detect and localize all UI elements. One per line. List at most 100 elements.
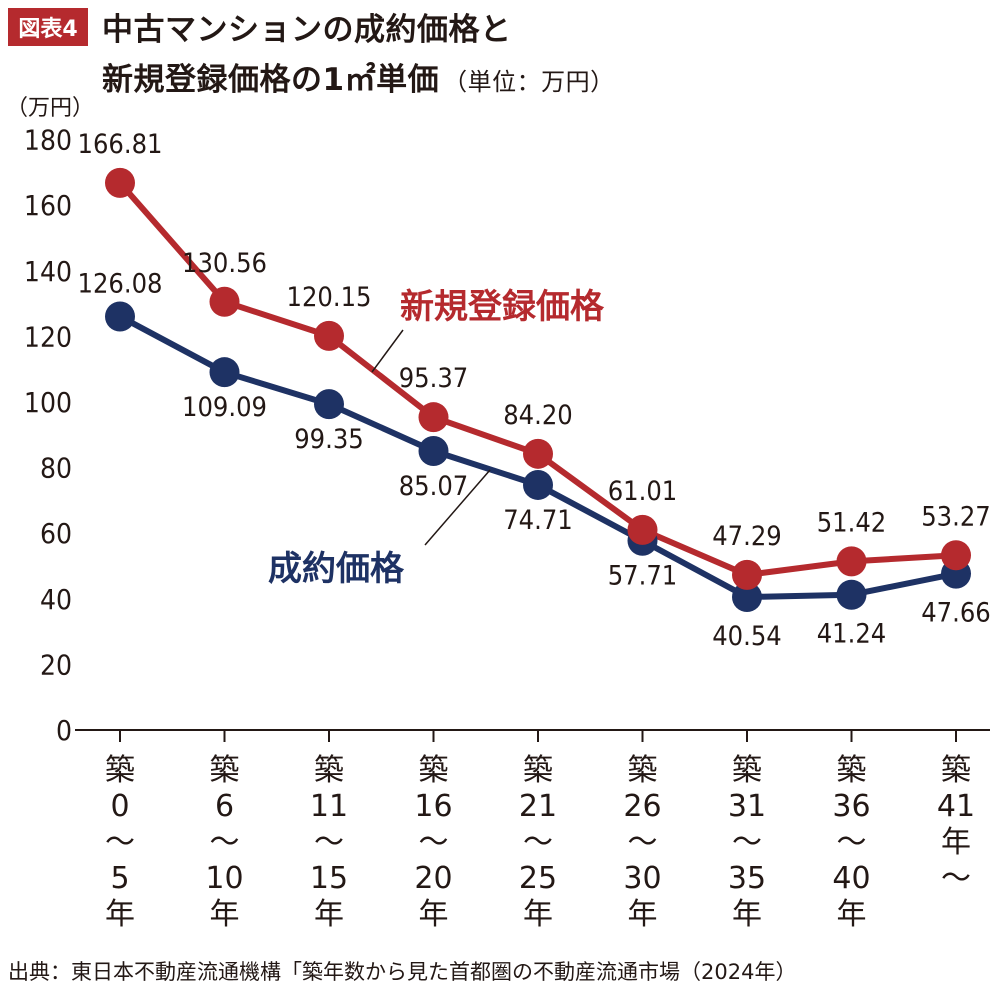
x-tick-label: ～ bbox=[941, 861, 971, 896]
y-tick-label: 60 bbox=[40, 517, 72, 550]
data-point-contract bbox=[418, 435, 449, 466]
x-tick-label: ～ bbox=[419, 825, 449, 860]
data-point-new-listing bbox=[627, 514, 658, 545]
x-tick-label: 26 bbox=[623, 789, 661, 824]
x-tick-label: ～ bbox=[628, 825, 658, 860]
data-label-new-listing: 120.15 bbox=[287, 282, 372, 313]
y-tick-label: 40 bbox=[40, 583, 72, 616]
y-tick-label: 180 bbox=[24, 124, 72, 157]
x-tick-label: ～ bbox=[732, 825, 762, 860]
leader-line-new-listing bbox=[371, 329, 404, 373]
y-tick-label: 120 bbox=[24, 320, 72, 353]
x-tick-label: 31 bbox=[728, 789, 766, 824]
data-point-contract bbox=[209, 357, 240, 388]
data-point-contract bbox=[836, 579, 867, 610]
x-tick-label: 40 bbox=[832, 861, 870, 896]
data-point-contract bbox=[523, 469, 553, 500]
data-point-new-listing bbox=[209, 286, 240, 317]
x-tick-label: 築 bbox=[314, 753, 344, 788]
unit-note: （単位：万円） bbox=[443, 68, 615, 96]
y-tick-label: 140 bbox=[24, 255, 72, 288]
x-tick-label: 36 bbox=[832, 789, 870, 824]
x-tick-label: 30 bbox=[623, 861, 661, 896]
x-tick-label: 築 bbox=[837, 753, 867, 788]
y-tick-label: 100 bbox=[24, 386, 72, 419]
data-label-contract: 126.08 bbox=[78, 268, 163, 299]
data-label-new-listing: 47.29 bbox=[712, 521, 782, 552]
x-tick-label: 築 bbox=[732, 753, 762, 788]
x-tick-label: 35 bbox=[728, 861, 766, 896]
data-label-new-listing: 61.01 bbox=[608, 476, 678, 507]
x-tick-label: 年 bbox=[941, 825, 971, 860]
data-label-new-listing: 95.37 bbox=[399, 363, 469, 394]
x-tick-label: ～ bbox=[105, 825, 135, 860]
data-point-new-listing bbox=[418, 402, 449, 433]
x-tick-label: 築 bbox=[105, 753, 135, 788]
y-axis-unit: （万円） bbox=[6, 96, 95, 121]
data-point-contract bbox=[314, 389, 344, 420]
data-label-contract: 99.35 bbox=[294, 424, 364, 455]
data-point-new-listing bbox=[836, 546, 867, 577]
leader-line-contract bbox=[424, 469, 491, 546]
data-label-contract: 85.07 bbox=[399, 471, 469, 502]
data-label-new-listing: 51.42 bbox=[817, 507, 887, 538]
data-point-new-listing bbox=[732, 559, 762, 590]
data-label-contract: 74.71 bbox=[503, 505, 573, 536]
chart-title-line1: 中古マンションの成約価格と bbox=[102, 12, 512, 48]
x-tick-label: 5 bbox=[110, 861, 129, 896]
x-tick-label: 25 bbox=[519, 861, 557, 896]
x-tick-label: 年 bbox=[837, 897, 867, 932]
x-tick-label: ～ bbox=[837, 825, 867, 860]
series-label-new-listing: 新規登録価格 bbox=[400, 287, 605, 327]
x-tick-label: ～ bbox=[210, 825, 240, 860]
x-tick-label: ～ bbox=[314, 825, 344, 860]
x-tick-label: 41 bbox=[937, 789, 975, 824]
y-tick-label: 80 bbox=[40, 452, 72, 485]
x-tick-label: 年 bbox=[628, 897, 658, 932]
data-label-new-listing: 84.20 bbox=[503, 400, 573, 431]
x-tick-label: 築 bbox=[210, 753, 240, 788]
x-tick-label: 築 bbox=[628, 753, 658, 788]
x-tick-label: 6 bbox=[215, 789, 234, 824]
x-tick-label: 年 bbox=[105, 897, 135, 932]
y-tick-label: 20 bbox=[40, 648, 72, 681]
data-label-contract: 109.09 bbox=[182, 392, 267, 423]
data-point-contract bbox=[732, 582, 762, 613]
data-label-contract: 40.54 bbox=[712, 621, 782, 652]
data-point-new-listing bbox=[941, 540, 971, 571]
data-label-new-listing: 166.81 bbox=[78, 129, 163, 160]
data-label-contract: 41.24 bbox=[817, 619, 887, 650]
x-tick-label: 築 bbox=[419, 753, 449, 788]
y-tick-label: 0 bbox=[56, 714, 72, 747]
y-tick-label: 160 bbox=[24, 189, 72, 222]
x-tick-label: ～ bbox=[523, 825, 553, 860]
data-label-contract: 57.71 bbox=[608, 561, 678, 592]
chart-title-line2-text: 新規登録価格の1㎡単価 bbox=[102, 62, 440, 98]
source-note: 出典：東日本不動産流通機構「築年数から見た首都圏の不動産流通市場（2024年） bbox=[8, 960, 797, 984]
x-tick-label: 20 bbox=[414, 861, 452, 896]
data-label-new-listing: 53.27 bbox=[921, 501, 991, 532]
x-tick-label: 築 bbox=[941, 753, 971, 788]
x-tick-label: 年 bbox=[419, 897, 449, 932]
x-tick-label: 年 bbox=[210, 897, 240, 932]
x-tick-label: 年 bbox=[732, 897, 762, 932]
data-label-new-listing: 130.56 bbox=[182, 248, 267, 279]
data-point-new-listing bbox=[523, 438, 553, 469]
x-tick-label: 15 bbox=[310, 861, 348, 896]
x-tick-label: 0 bbox=[110, 789, 129, 824]
series-label-contract: 成約価格 bbox=[268, 549, 405, 589]
x-tick-label: 16 bbox=[414, 789, 452, 824]
x-tick-label: 11 bbox=[310, 789, 348, 824]
data-label-contract: 47.66 bbox=[921, 598, 991, 629]
x-tick-label: 年 bbox=[523, 897, 553, 932]
data-point-new-listing bbox=[314, 320, 344, 351]
x-tick-label: 築 bbox=[523, 753, 553, 788]
x-tick-label: 年 bbox=[314, 897, 344, 932]
chart-title-line2: 新規登録価格の1㎡単価 （単位：万円） bbox=[102, 54, 615, 99]
x-tick-label: 10 bbox=[205, 861, 243, 896]
data-point-contract bbox=[105, 301, 135, 332]
x-tick-label: 21 bbox=[519, 789, 557, 824]
data-point-new-listing bbox=[105, 167, 135, 198]
figure-badge: 図表4 bbox=[8, 8, 88, 46]
